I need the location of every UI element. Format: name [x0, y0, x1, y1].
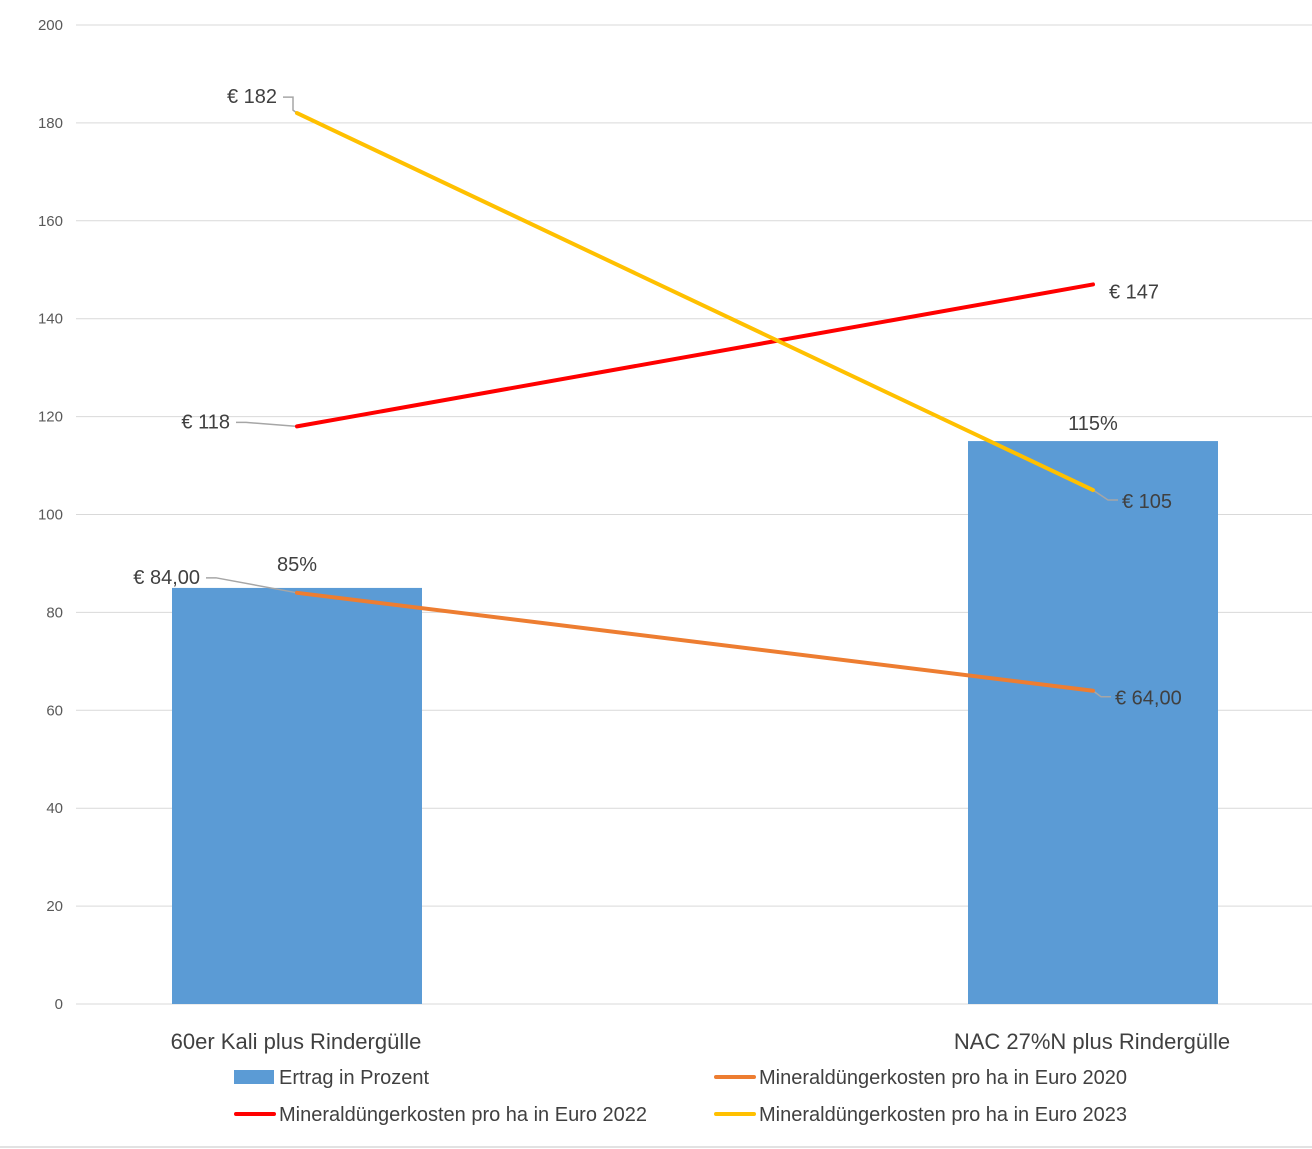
- leader-line: [236, 421, 298, 428]
- legend-item: Ertrag in Prozent: [234, 1067, 430, 1089]
- legend-label: Mineraldüngerkosten pro ha in Euro 2022: [279, 1104, 647, 1126]
- leader-line: [1092, 489, 1118, 501]
- leader-line: [283, 96, 298, 114]
- y-tick-label: 120: [38, 409, 63, 426]
- y-tick-label: 20: [46, 898, 63, 915]
- data-label: € 64,00: [1115, 688, 1182, 710]
- y-tick-label: 40: [46, 800, 63, 817]
- category-labels: 60er Kali plus Rindergülle NAC 27%N plus …: [171, 1029, 1231, 1054]
- data-label: 85%: [277, 554, 317, 576]
- legend-item: Mineraldüngerkosten pro ha in Euro 2020: [714, 1067, 1127, 1089]
- legend-item: Mineraldüngerkosten pro ha in Euro 2022: [234, 1104, 647, 1126]
- bar-ertrag: [968, 441, 1218, 1004]
- data-label: € 182: [227, 86, 277, 108]
- data-label: € 118: [181, 411, 230, 433]
- series-lines: [295, 111, 1095, 693]
- y-tick-label: 60: [46, 702, 63, 719]
- leader-line: [1092, 690, 1111, 698]
- series-line: [295, 590, 1095, 693]
- leader-line: [206, 577, 298, 594]
- bar-ertrag: [172, 587, 422, 1004]
- data-labels: 85% 115% € 84,00 € 64,00 € 118 € 147 € 182 € 10…: [133, 86, 1181, 710]
- y-tick-label: 100: [38, 507, 63, 524]
- y-tick-label: 80: [46, 604, 63, 621]
- y-tick-label: 160: [38, 213, 63, 230]
- legend: Ertrag in Prozent Mineraldüngerkosten pro…: [234, 1067, 1127, 1126]
- bars: [172, 441, 1218, 1004]
- data-label: € 147: [1109, 281, 1159, 303]
- legend-label: Mineraldüngerkosten pro ha in Euro 2020: [759, 1067, 1127, 1089]
- leader-lines: [206, 96, 1118, 698]
- y-tick-label: 200: [38, 17, 63, 34]
- data-label: € 84,00: [133, 567, 200, 589]
- y-tick-label: 180: [38, 115, 63, 132]
- legend-label: Ertrag in Prozent: [279, 1067, 430, 1089]
- legend-label: Mineraldüngerkosten pro ha in Euro 2023: [759, 1104, 1127, 1126]
- category-label: 60er Kali plus Rindergülle: [171, 1029, 422, 1054]
- legend-item: Mineraldüngerkosten pro ha in Euro 2023: [714, 1104, 1127, 1126]
- category-label: NAC 27%N plus Rindergülle: [954, 1029, 1230, 1054]
- y-tick-label: 140: [38, 311, 63, 328]
- y-tick-label: 0: [55, 996, 63, 1013]
- y-axis: 0 20 40 60 80 100 120 140 160 180 200: [38, 17, 63, 1013]
- data-label: € 105: [1122, 491, 1172, 513]
- series-line: [295, 111, 1095, 493]
- series-line: [295, 282, 1095, 429]
- legend-swatch: [234, 1070, 274, 1084]
- data-label: 115%: [1068, 413, 1118, 435]
